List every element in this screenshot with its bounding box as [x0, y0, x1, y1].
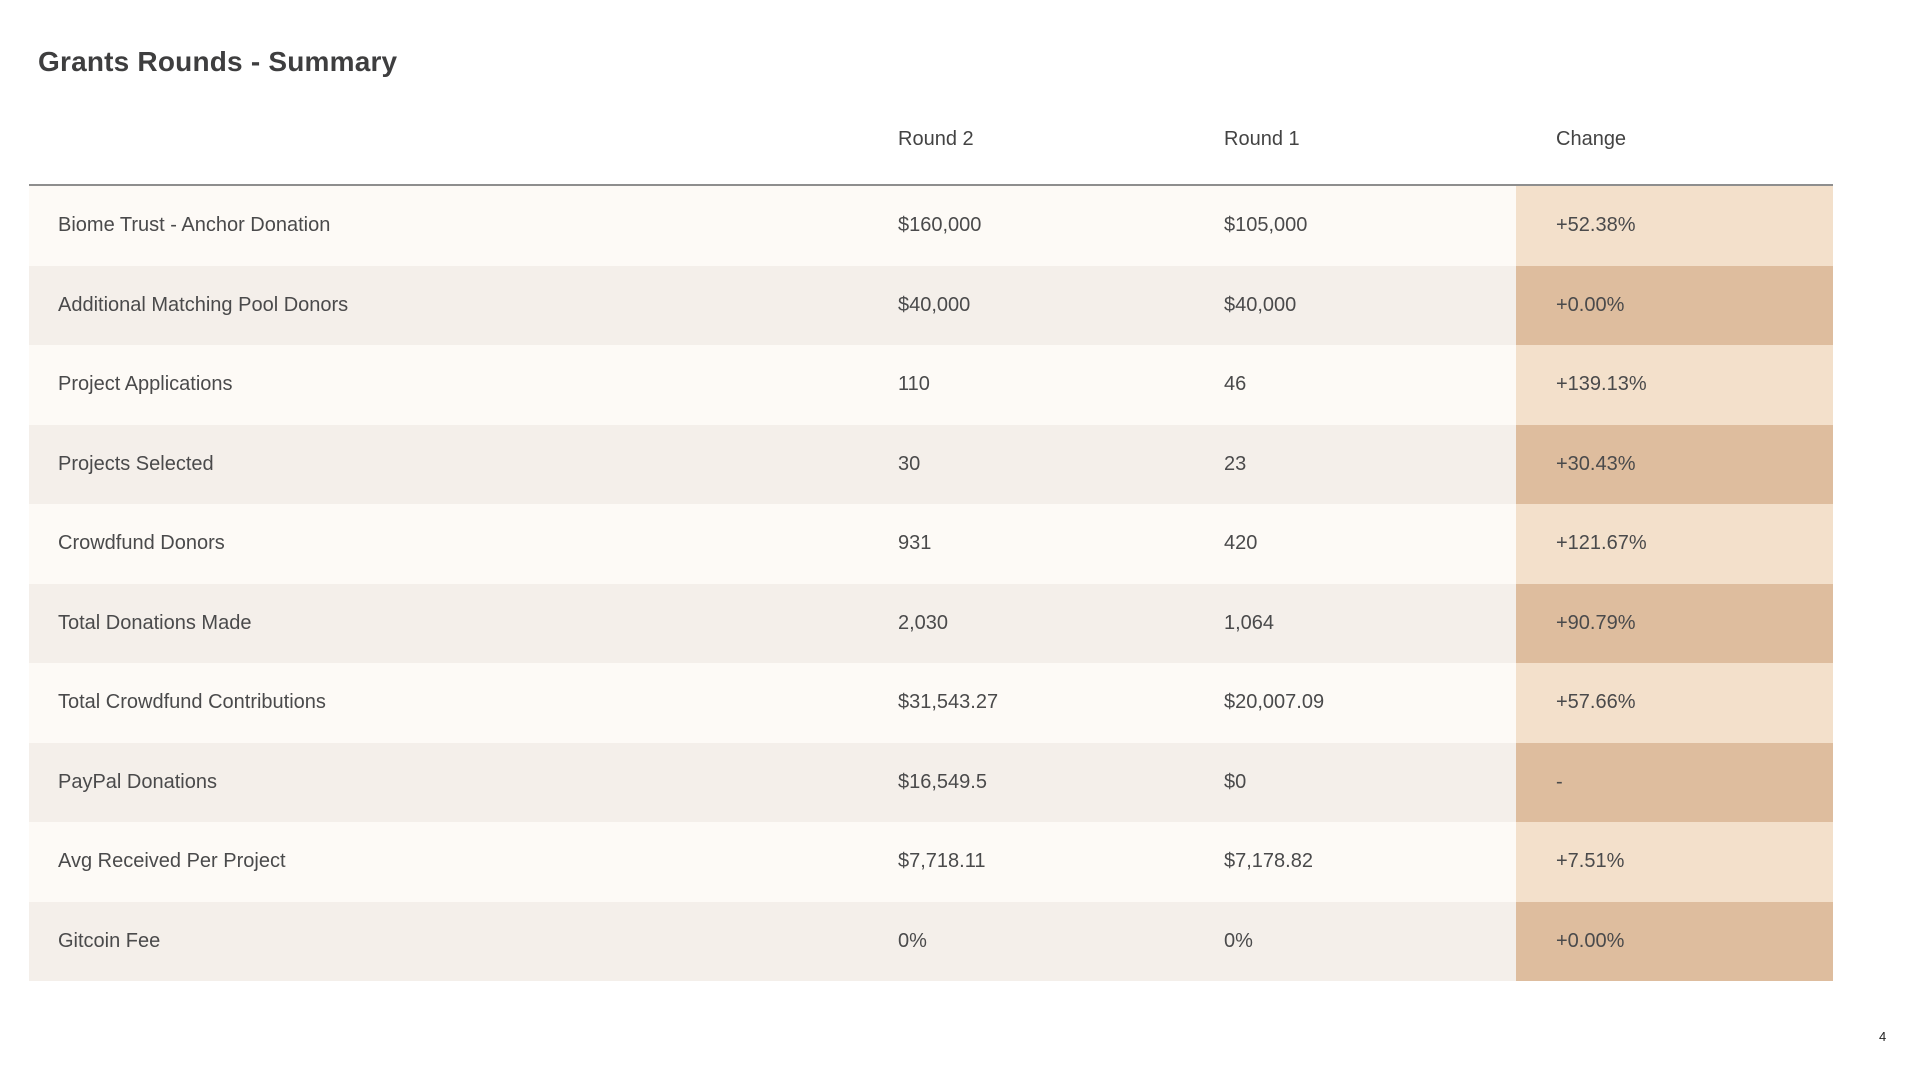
row-round1-value: 420: [1224, 532, 1258, 555]
row-metric-label: Biome Trust - Anchor Donation: [58, 214, 331, 237]
table-row: PayPal Donations $16,549.5 $0 -: [29, 742, 1833, 822]
row-round1-value: $0: [1224, 770, 1247, 793]
row-metric-label: Avg Received Per Project: [58, 850, 286, 873]
row-change-value: +90.79%: [1516, 583, 1833, 663]
table-row: Gitcoin Fee 0% 0% +0.00%: [29, 901, 1833, 981]
row-change-value: +121.67%: [1516, 504, 1833, 584]
row-round2-value: 0%: [898, 929, 927, 952]
row-round2-value: $16,549.5: [898, 770, 987, 793]
row-round1-value: $20,007.09: [1224, 691, 1325, 714]
column-header-round2: Round 2: [898, 128, 974, 150]
row-change-value: +139.13%: [1516, 345, 1833, 425]
table-row: Projects Selected 30 23 +30.43%: [29, 424, 1833, 504]
row-change-value: +7.51%: [1516, 822, 1833, 902]
header-divider: [29, 184, 1833, 186]
row-round2-value: 2,030: [898, 611, 949, 634]
row-round1-value: $7,178.82: [1224, 850, 1313, 873]
table-row: Total Crowdfund Contributions $31,543.27 $…: [29, 663, 1833, 743]
table-header-row: Round 2 Round 1 Change: [29, 95, 1833, 184]
summary-table: Round 2 Round 1 Change Biome Trust - Anc…: [29, 95, 1833, 981]
row-round2-value: 931: [898, 532, 932, 555]
row-change-value: +0.00%: [1516, 265, 1833, 345]
row-change-value: -: [1516, 742, 1833, 822]
row-metric-label: Additional Matching Pool Donors: [58, 293, 349, 316]
row-round2-value: $40,000: [898, 293, 971, 316]
row-round2-value: $31,543.27: [898, 691, 999, 714]
row-metric-label: PayPal Donations: [58, 770, 217, 793]
row-metric-label: Total Crowdfund Contributions: [58, 691, 326, 714]
table-row: Biome Trust - Anchor Donation $160,000 $10…: [29, 186, 1833, 266]
row-change-value: +57.66%: [1516, 663, 1833, 743]
table-row: Additional Matching Pool Donors $40,000 $4…: [29, 265, 1833, 345]
table-row: Project Applications 110 46 +139.13%: [29, 345, 1833, 425]
row-metric-label: Gitcoin Fee: [58, 929, 161, 952]
row-round1-value: $105,000: [1224, 214, 1308, 237]
table-row: Crowdfund Donors 931 420 +121.67%: [29, 504, 1833, 584]
column-header-round1: Round 1: [1224, 128, 1300, 150]
row-metric-label: Projects Selected: [58, 452, 214, 475]
column-header-change: Change: [1556, 128, 1627, 150]
row-change-value: +0.00%: [1516, 901, 1833, 981]
table-body: Biome Trust - Anchor Donation $160,000 $10…: [29, 186, 1833, 981]
row-change-value: +30.43%: [1516, 424, 1833, 504]
row-metric-label: Total Donations Made: [58, 611, 252, 634]
page-title: Grants Rounds - Summary: [38, 46, 398, 77]
row-round2-value: 110: [898, 373, 930, 396]
table-row: Avg Received Per Project $7,718.11 $7,178.…: [29, 822, 1833, 902]
row-round2-value: $160,000: [898, 214, 982, 237]
row-metric-label: Project Applications: [58, 373, 233, 396]
row-round1-value: 1,064: [1224, 611, 1275, 634]
row-change-value: +52.38%: [1516, 186, 1833, 266]
table-row: Total Donations Made 2,030 1,064 +90.79%: [29, 583, 1833, 663]
row-round2-value: $7,718.11: [898, 850, 986, 873]
page-number: 4: [1879, 1029, 1887, 1044]
row-round1-value: 0%: [1224, 929, 1253, 952]
row-round1-value: 46: [1224, 373, 1247, 396]
row-metric-label: Crowdfund Donors: [58, 532, 225, 555]
row-round2-value: 30: [898, 452, 921, 475]
row-round1-value: 23: [1224, 452, 1247, 475]
row-round1-value: $40,000: [1224, 293, 1297, 316]
